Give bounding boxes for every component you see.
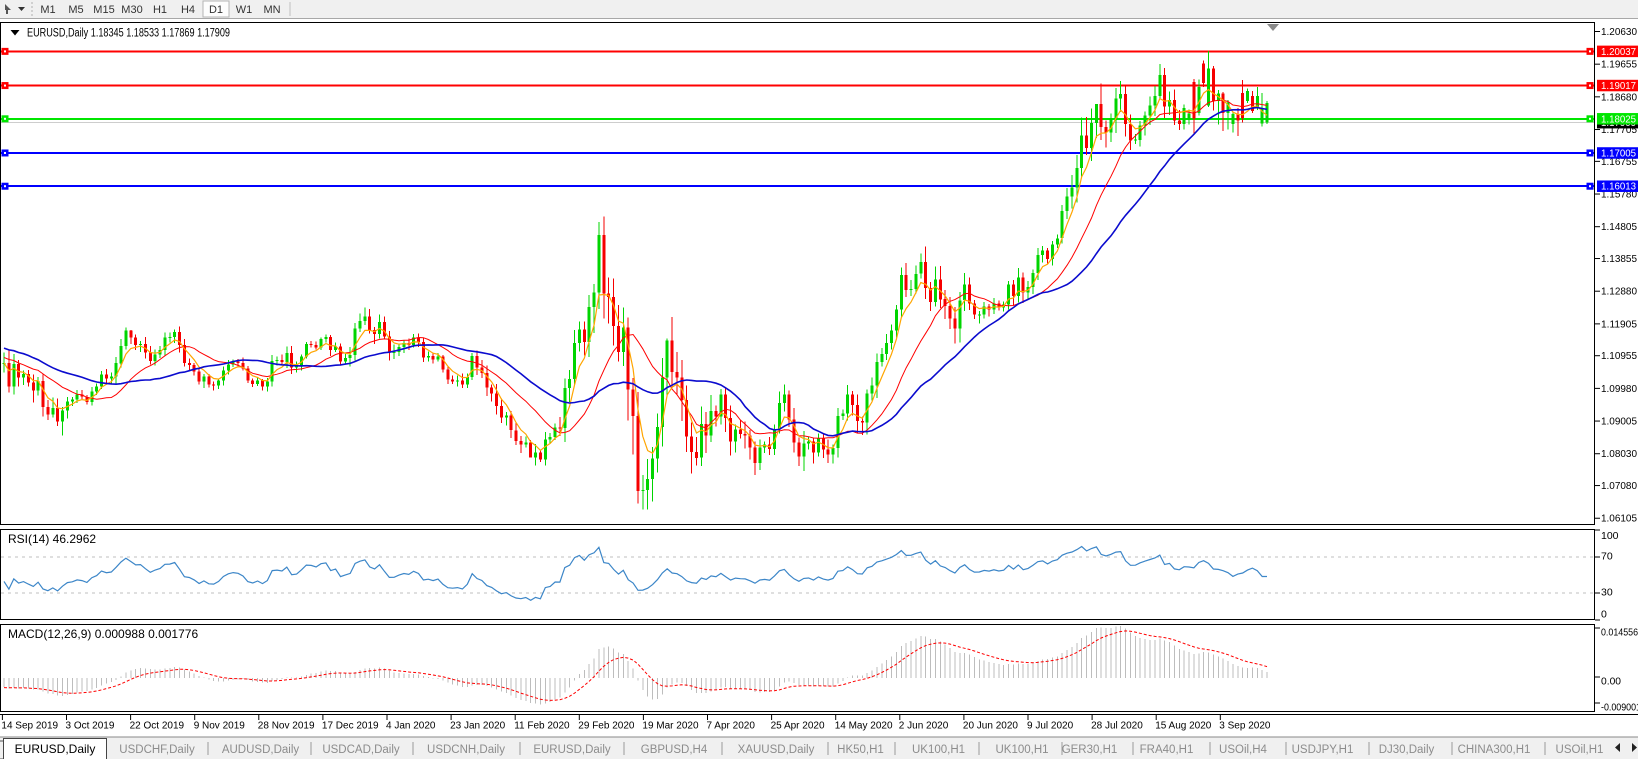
svg-text:RSI(14) 46.2962: RSI(14) 46.2962 [8,532,96,546]
svg-text:1.10955: 1.10955 [1601,350,1637,362]
svg-text:GBPUSD,H4: GBPUSD,H4 [641,744,708,756]
svg-text:7 Apr 2020: 7 Apr 2020 [707,721,756,732]
svg-text:14 Sep 2019: 14 Sep 2019 [1,721,58,732]
svg-text:9 Jul 2020: 9 Jul 2020 [1027,721,1074,732]
svg-text:M5: M5 [68,4,83,16]
svg-text:2 Jun 2020: 2 Jun 2020 [899,721,949,732]
svg-text:23 Jan 2020: 23 Jan 2020 [450,721,505,732]
svg-text:1.08030: 1.08030 [1601,448,1637,460]
svg-text:FRA40,H1: FRA40,H1 [1140,744,1194,756]
svg-text:UK100,H1: UK100,H1 [995,744,1048,756]
svg-text:USDCHF,Daily: USDCHF,Daily [119,744,195,756]
svg-text:USDCAD,Daily: USDCAD,Daily [322,744,400,756]
svg-text:1.16755: 1.16755 [1601,156,1637,168]
svg-text:1.18025: 1.18025 [1601,113,1636,125]
svg-text:USOil,H1: USOil,H1 [1556,744,1604,756]
svg-text:9 Nov 2019: 9 Nov 2019 [194,721,246,732]
svg-text:1.11905: 1.11905 [1601,318,1637,330]
svg-text:25 Apr 2020: 25 Apr 2020 [771,721,825,732]
svg-text:USDCNH,Daily: USDCNH,Daily [427,744,505,756]
svg-text:1.14805: 1.14805 [1601,221,1637,233]
svg-text:1.09005: 1.09005 [1601,416,1637,428]
svg-text:EURUSD,Daily: EURUSD,Daily [15,742,96,756]
svg-text:1.18680: 1.18680 [1601,91,1637,103]
svg-text:M30: M30 [121,4,142,16]
svg-text:17 Dec 2019: 17 Dec 2019 [322,721,379,732]
svg-text:11 Feb 2020: 11 Feb 2020 [514,721,570,732]
svg-text:UK100,H1: UK100,H1 [912,744,965,756]
svg-text:HK50,H1: HK50,H1 [837,744,884,756]
svg-text:-0.009001: -0.009001 [1601,702,1638,714]
svg-text:M1: M1 [40,4,55,16]
svg-text:1.12880: 1.12880 [1601,286,1637,298]
svg-text:14 May 2020: 14 May 2020 [835,721,893,732]
svg-text:GER30,H1: GER30,H1 [1062,744,1118,756]
svg-text:28 Jul 2020: 28 Jul 2020 [1091,721,1143,732]
svg-text:70: 70 [1601,551,1613,563]
svg-text:30: 30 [1601,587,1613,599]
svg-text:DJ30,Daily: DJ30,Daily [1379,744,1435,756]
svg-text:USOil,H4: USOil,H4 [1219,744,1268,756]
svg-text:1.06105: 1.06105 [1601,513,1637,525]
svg-text:MN: MN [263,4,280,16]
svg-text:0.014556: 0.014556 [1601,627,1638,639]
svg-text:MACD(12,26,9) 0.000988 0.00177: MACD(12,26,9) 0.000988 0.001776 [8,627,198,641]
svg-text:XAUUSD,Daily: XAUUSD,Daily [738,744,815,756]
svg-text:1.19655: 1.19655 [1601,59,1637,71]
svg-text:4 Jan 2020: 4 Jan 2020 [386,721,436,732]
svg-text:0.00: 0.00 [1601,676,1621,688]
svg-text:3 Sep 2020: 3 Sep 2020 [1219,721,1271,732]
svg-text:EURUSD,Daily 1.18345 1.18533: EURUSD,Daily 1.18345 1.18533 1.17869 1.1… [27,28,230,40]
svg-text:19 Mar 2020: 19 Mar 2020 [642,721,699,732]
svg-text:1.07080: 1.07080 [1601,480,1637,492]
svg-text:1.13855: 1.13855 [1601,253,1637,265]
svg-text:1.20037: 1.20037 [1601,46,1636,58]
svg-text:0: 0 [1601,609,1607,621]
svg-text:1.20630: 1.20630 [1601,26,1637,38]
svg-text:CHINA300,H1: CHINA300,H1 [1458,744,1531,756]
svg-text:W1: W1 [236,4,253,16]
svg-text:20 Jun 2020: 20 Jun 2020 [963,721,1018,732]
svg-text:1.19017: 1.19017 [1601,80,1636,92]
svg-text:AUDUSD,Daily: AUDUSD,Daily [222,744,300,756]
svg-text:29 Feb 2020: 29 Feb 2020 [578,721,635,732]
svg-text:1.09980: 1.09980 [1601,383,1637,395]
svg-text:3 Oct 2019: 3 Oct 2019 [66,721,115,732]
svg-text:22 Oct 2019: 22 Oct 2019 [130,721,185,732]
svg-text:USDJPY,H1: USDJPY,H1 [1292,744,1354,756]
svg-text:M15: M15 [93,4,114,16]
svg-text:EURUSD,Daily: EURUSD,Daily [533,744,611,756]
svg-text:1.16013: 1.16013 [1601,181,1636,193]
svg-text:1.17005: 1.17005 [1601,147,1636,159]
svg-text:28 Nov 2019: 28 Nov 2019 [258,721,315,732]
svg-text:100: 100 [1601,530,1619,542]
svg-text:15 Aug 2020: 15 Aug 2020 [1155,721,1212,732]
svg-text:H4: H4 [181,4,195,16]
svg-text:D1: D1 [209,4,223,16]
svg-text:H1: H1 [153,4,167,16]
